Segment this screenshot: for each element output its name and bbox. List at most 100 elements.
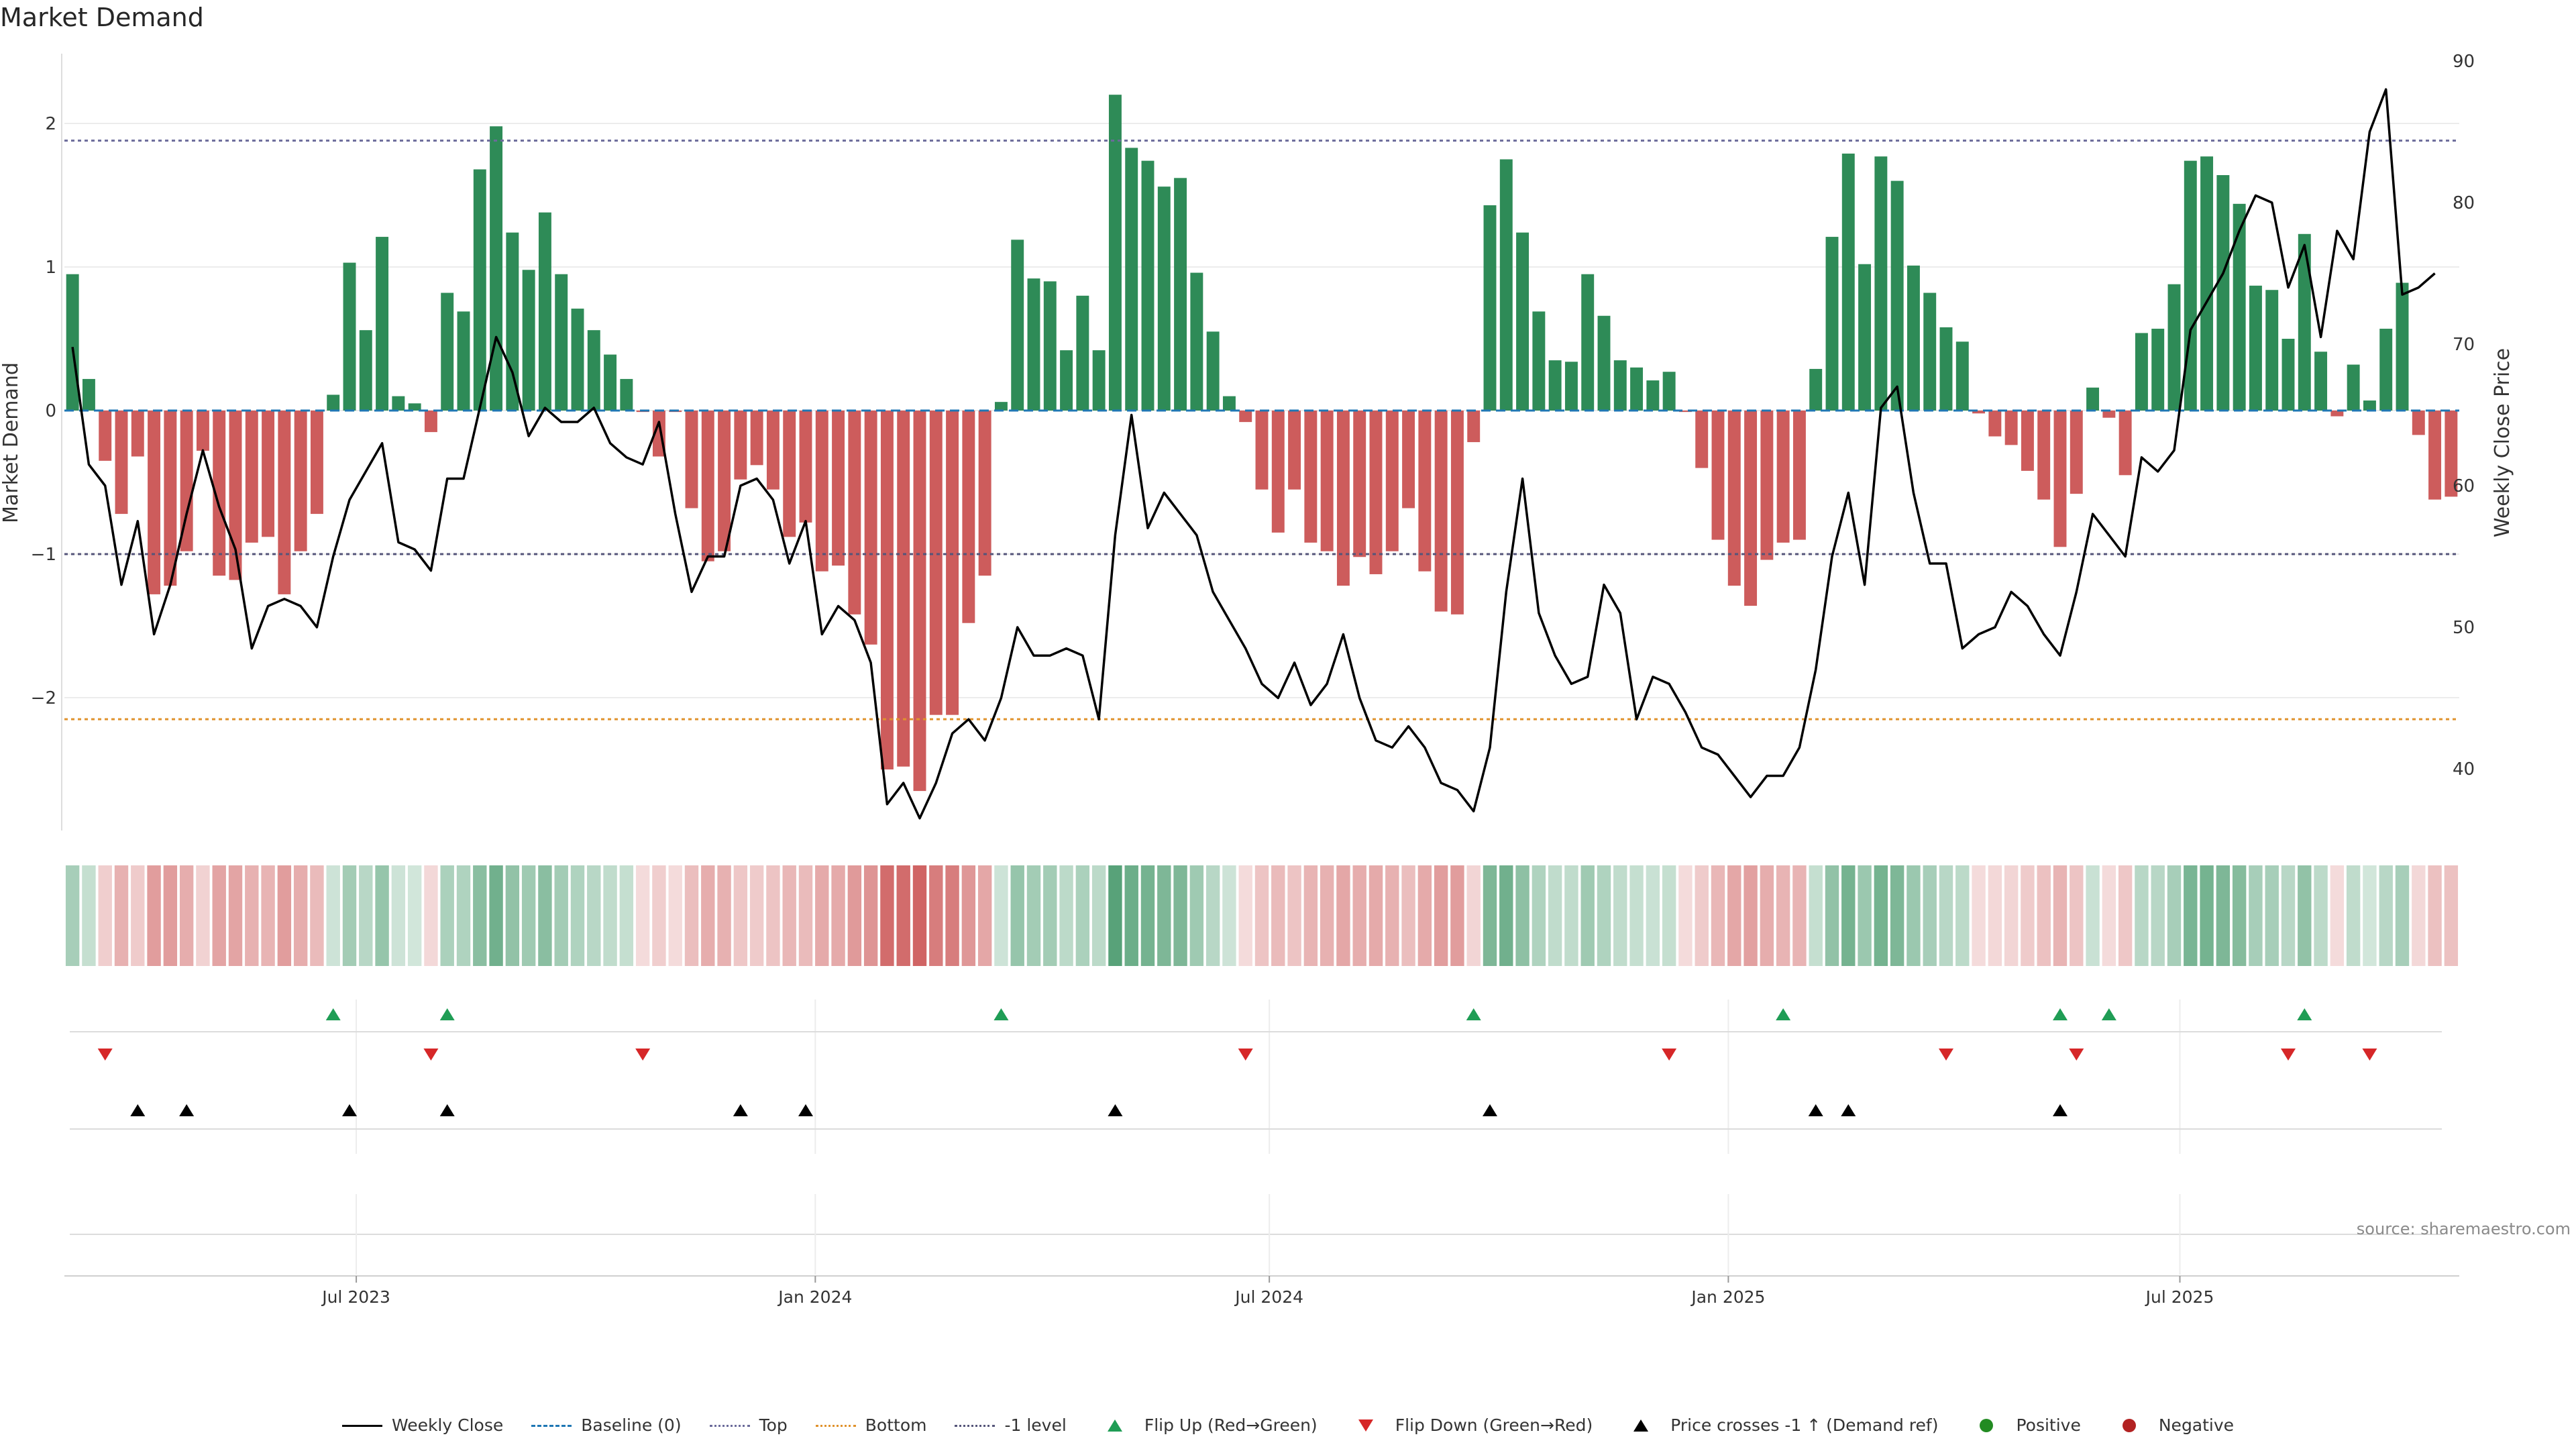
strip-cell: [701, 865, 715, 966]
price-cross-marker: [439, 1104, 455, 1116]
demand-bar: [994, 402, 1008, 411]
demand-bar: [180, 411, 193, 551]
strip-cell: [766, 865, 780, 966]
strip-cell: [1727, 865, 1741, 966]
event-markers: [64, 1000, 2459, 1277]
flip-up-marker: [439, 1008, 455, 1020]
demand-bar: [685, 411, 698, 508]
demand-bar: [1255, 411, 1269, 490]
strip-cell: [1238, 865, 1252, 966]
strip-cell: [2314, 865, 2328, 966]
y2-axis-label: Weekly Close Price: [2491, 348, 2514, 537]
demand-bar: [2184, 160, 2197, 411]
strip-cell: [1091, 865, 1106, 966]
demand-bar: [1548, 360, 1562, 411]
demand-bar: [1532, 311, 1546, 411]
legend-item: Baseline (0): [531, 1415, 682, 1435]
strip-cell: [1189, 865, 1204, 966]
strip-cell: [163, 865, 178, 966]
strip-cell: [131, 865, 145, 966]
legend-symbol: [341, 1417, 382, 1434]
demand-bar: [1841, 153, 1855, 411]
strip-cell: [1548, 865, 1562, 966]
strip-cell: [1368, 865, 1383, 966]
strip-cell: [635, 865, 650, 966]
demand-bar: [1304, 411, 1318, 543]
price-cross-marker: [1483, 1104, 1497, 1116]
demand-bar: [1695, 411, 1709, 468]
strip-cell: [1385, 865, 1399, 966]
strip-cell: [2070, 865, 2084, 966]
demand-bar: [327, 394, 340, 411]
demand-bar: [1744, 411, 1758, 606]
legend-label: -1 level: [1004, 1415, 1067, 1435]
strip-cell: [1515, 865, 1529, 966]
legend-symbol: [531, 1417, 572, 1434]
demand-bar: [310, 411, 323, 515]
strip-cell: [2330, 865, 2345, 966]
demand-bar: [1630, 367, 1644, 411]
strip-cell: [1564, 865, 1578, 966]
demand-bar: [1174, 178, 1187, 411]
price-cross-marker: [798, 1104, 813, 1116]
weekly-close-line: [71, 88, 2436, 820]
demand-bar: [832, 411, 845, 566]
price-cross-marker: [179, 1104, 195, 1116]
demand-bar: [2396, 282, 2409, 411]
strip-cell: [782, 865, 796, 966]
demand-bar: [1092, 350, 1106, 411]
strip-cell: [2281, 865, 2296, 966]
strip-cell: [880, 865, 894, 966]
demand-bar: [2233, 203, 2246, 411]
demand-bar: [506, 232, 519, 411]
strip-cell: [896, 865, 910, 966]
strip-cell: [1988, 865, 2002, 966]
demand-bar: [2412, 411, 2425, 435]
strip-cell: [1955, 865, 1970, 966]
price-line-layer: [71, 88, 2436, 820]
strip-cell: [2184, 865, 2198, 966]
strip-cell: [2167, 865, 2182, 966]
strip-cell: [1254, 865, 1269, 966]
flip-up-marker: [2297, 1008, 2312, 1020]
demand-bar: [2151, 329, 2165, 411]
demand-bar: [1955, 341, 1969, 411]
strip-cell: [359, 865, 373, 966]
demand-bar: [587, 330, 600, 411]
demand-bar: [1239, 411, 1252, 423]
flip-down-marker: [1238, 1049, 1253, 1061]
demand-bar: [815, 411, 828, 572]
strip-cell: [2021, 865, 2035, 966]
demand-bar: [278, 411, 291, 594]
strip-cell: [1483, 865, 1497, 966]
legend-item: Bottom: [815, 1415, 926, 1435]
legend-label: Flip Up (Red→Green): [1144, 1415, 1318, 1435]
strip-cell: [1858, 865, 1872, 966]
demand-bar: [1157, 186, 1171, 411]
strip-cell: [98, 865, 112, 966]
strip-cell: [994, 865, 1008, 966]
demand-bar: [538, 212, 551, 411]
strip-cell: [1613, 865, 1627, 966]
strip-cell: [2086, 865, 2100, 966]
strip-cell: [798, 865, 813, 966]
demand-bar: [441, 292, 454, 411]
strip-cell: [1287, 865, 1301, 966]
x-tick-label: Jan 2025: [1690, 1287, 1765, 1307]
strip-cell: [489, 865, 503, 966]
legend-label: Weekly Close: [391, 1415, 504, 1435]
demand-bar: [718, 411, 731, 551]
strip-cell: [929, 865, 943, 966]
demand-bar: [783, 411, 796, 537]
legend-item: Weekly Close: [341, 1415, 504, 1435]
demand-bar: [2363, 400, 2376, 411]
demand-bar: [2314, 352, 2328, 411]
strip-cell: [1646, 865, 1660, 966]
strip-cell: [652, 865, 666, 966]
demand-bar: [376, 237, 389, 411]
strip-cell: [82, 865, 96, 966]
strip-cell: [1108, 865, 1122, 966]
source-credit: source: sharemaestro.com: [2356, 1220, 2571, 1238]
demand-bar: [734, 411, 747, 480]
demand-bar: [1499, 159, 1513, 411]
